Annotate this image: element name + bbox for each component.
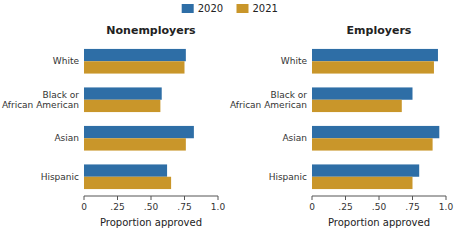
bar <box>312 138 433 150</box>
legend-swatch <box>237 4 249 13</box>
bar <box>84 87 162 99</box>
bar <box>312 87 413 99</box>
bars <box>84 49 194 189</box>
bar <box>84 138 186 150</box>
bar <box>312 49 438 61</box>
title: Nonemployers <box>106 24 196 37</box>
category-label-line: Hispanic <box>41 172 79 182</box>
bars <box>312 49 439 189</box>
panel: Employers 0 .25 .50 .75 1.0 Proportion approve… <box>230 24 453 228</box>
legend: 2020 2021 <box>182 3 278 14</box>
category-label: White <box>281 56 308 66</box>
tick-mark <box>151 196 152 200</box>
category-label-line: White <box>281 56 308 66</box>
title: Employers <box>347 24 412 37</box>
tick-mark <box>312 196 313 200</box>
x-axis-label: Proportion approved <box>100 217 202 228</box>
legend-swatch <box>182 4 194 13</box>
bar <box>84 61 185 73</box>
category-label: Hispanic <box>41 172 79 182</box>
bar <box>84 164 167 176</box>
category-label-line: Black or <box>271 90 308 100</box>
legend-label: 2021 <box>253 3 278 14</box>
legend-label: 2020 <box>198 3 223 14</box>
category-label-line: Asian <box>54 133 79 143</box>
bar <box>84 49 186 61</box>
tick-mark <box>446 196 447 200</box>
category-label: Hispanic <box>269 172 307 182</box>
category-label-line: African American <box>230 100 307 110</box>
bar <box>312 126 439 138</box>
x-axis-label: Proportion approved <box>328 217 430 228</box>
tick-label: 1.0 <box>439 202 454 212</box>
tick-label: .50 <box>144 202 159 212</box>
tick-mark <box>117 196 118 200</box>
tick-label: 0 <box>309 202 315 212</box>
category-label-line: Hispanic <box>269 172 307 182</box>
x-axis <box>312 196 446 197</box>
panel: Nonemployers 0 .25 .50 .75 1.0 Proportion appr… <box>2 24 225 228</box>
tick-mark <box>345 196 346 200</box>
bar <box>84 126 194 138</box>
tick-label: .50 <box>372 202 387 212</box>
x-axis <box>84 196 218 197</box>
tick-label: .25 <box>338 202 352 212</box>
tick-label: .75 <box>177 202 191 212</box>
bar <box>84 100 160 112</box>
tick-label: .25 <box>110 202 124 212</box>
chart: Nonemployers 0 .25 .50 .75 1.0 Proportion appr… <box>0 0 459 243</box>
tick-label: .75 <box>405 202 419 212</box>
category-label: Asian <box>54 133 79 143</box>
category-label-line: White <box>53 56 80 66</box>
tick-mark <box>84 196 85 200</box>
bar <box>312 61 434 73</box>
tick-label: 0 <box>81 202 87 212</box>
bar <box>312 100 402 112</box>
bar <box>312 177 413 189</box>
category-label: Black orAfrican American <box>230 90 307 110</box>
category-label: White <box>53 56 80 66</box>
category-label-line: Black or <box>43 90 80 100</box>
bar <box>312 164 419 176</box>
category-label: Black orAfrican American <box>2 90 79 110</box>
tick-mark <box>379 196 380 200</box>
tick-mark <box>218 196 219 200</box>
category-label-line: African American <box>2 100 79 110</box>
tick-label: 1.0 <box>211 202 226 212</box>
category-label-line: Asian <box>282 133 307 143</box>
category-label: Asian <box>282 133 307 143</box>
tick-mark <box>412 196 413 200</box>
bar <box>84 177 171 189</box>
tick-mark <box>184 196 185 200</box>
